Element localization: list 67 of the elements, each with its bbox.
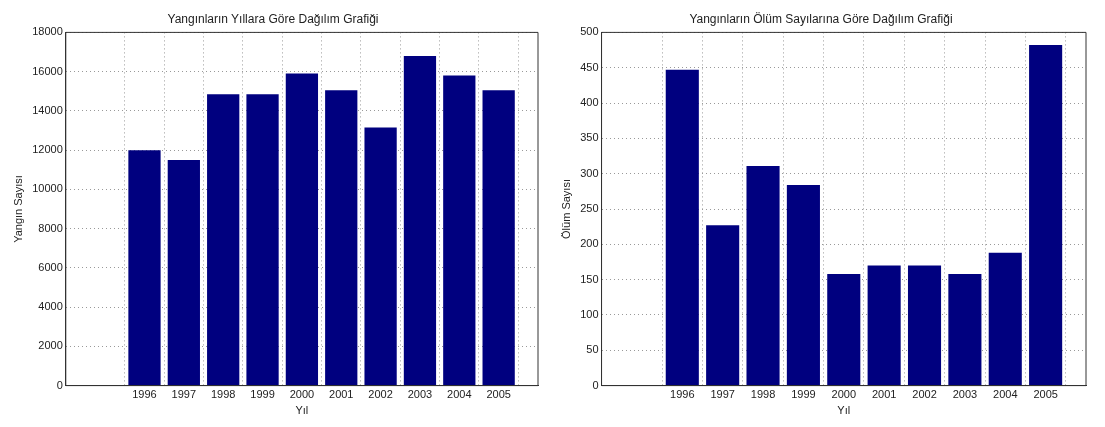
y-tick-label: 150 xyxy=(580,272,599,285)
bar xyxy=(746,165,780,386)
bar xyxy=(482,90,515,386)
x-tick-label: 1997 xyxy=(171,388,197,401)
x-tick-label: 1998 xyxy=(750,388,776,401)
bar xyxy=(364,127,397,386)
bar xyxy=(325,90,358,386)
x-tick-label: 1996 xyxy=(132,388,157,401)
x-axis-title: Yıl xyxy=(837,404,851,417)
y-tick-label: 0 xyxy=(56,378,63,391)
bar xyxy=(827,273,861,386)
y-tick-label: 6000 xyxy=(38,260,63,273)
x-tick-label: 2001 xyxy=(329,388,354,401)
x-tick-label: 2000 xyxy=(831,388,857,401)
x-tick-label: 1997 xyxy=(710,388,735,401)
x-tick-label: 2004 xyxy=(447,388,472,401)
y-tick-label: 200 xyxy=(580,237,599,250)
bar xyxy=(285,73,319,386)
bar xyxy=(403,55,437,386)
x-axis-title: Yıl xyxy=(295,404,309,417)
y-tick-label: 100 xyxy=(580,307,599,320)
y-tick-label: 16000 xyxy=(32,64,63,77)
x-tick-label: 1996 xyxy=(670,388,695,401)
x-tick-label: 1999 xyxy=(791,388,816,401)
bar xyxy=(988,252,1022,386)
y-tick-label: 8000 xyxy=(38,221,63,234)
y-tick-label: 50 xyxy=(586,343,599,356)
x-tick-label: 2000 xyxy=(289,388,315,401)
bar xyxy=(246,94,279,386)
x-tick-label: 2003 xyxy=(407,388,433,401)
bar xyxy=(665,69,699,386)
bar xyxy=(443,75,476,386)
bar xyxy=(907,265,942,386)
y-tick-label: 350 xyxy=(580,131,599,144)
chart-title: Yangınların Yıllara Göre Dağılım Grafiği xyxy=(167,11,379,26)
y-tick-label: 2000 xyxy=(38,339,63,352)
y-tick-label: 250 xyxy=(580,202,599,215)
bar xyxy=(706,225,740,386)
x-tick-label: 2002 xyxy=(368,388,393,401)
y-tick-label: 4000 xyxy=(38,300,63,313)
y-tick-label: 14000 xyxy=(32,103,63,116)
bar xyxy=(948,273,982,386)
x-tick-label: 2004 xyxy=(993,388,1018,401)
bar xyxy=(786,184,820,386)
y-tick-label: 10000 xyxy=(32,182,63,195)
x-tick-label: 1999 xyxy=(250,388,275,401)
y-tick-label: 500 xyxy=(580,25,599,38)
y-tick-label: 0 xyxy=(592,378,599,391)
bar xyxy=(1029,45,1063,386)
bar xyxy=(207,94,240,386)
y-tick-label: 18000 xyxy=(32,25,63,38)
y-axis-title: Ölüm Sayısı xyxy=(559,179,572,239)
bar xyxy=(167,159,200,386)
x-tick-label: 2002 xyxy=(912,388,937,401)
bar xyxy=(867,265,901,386)
y-tick-label: 400 xyxy=(580,96,599,109)
chart-title: Yangınların Ölüm Sayılarına Göre Dağılım Grafiği xyxy=(689,11,953,26)
y-tick-label: 450 xyxy=(580,60,599,73)
bar xyxy=(128,150,161,386)
x-tick-label: 2001 xyxy=(871,388,897,401)
x-tick-label: 2005 xyxy=(1033,388,1058,401)
y-axis-title: Yangın Sayısı xyxy=(11,175,24,243)
y-tick-label: 12000 xyxy=(32,143,63,156)
x-tick-label: 1998 xyxy=(210,388,236,401)
x-tick-label: 2005 xyxy=(486,388,511,401)
y-tick-label: 300 xyxy=(580,166,599,179)
x-tick-label: 2003 xyxy=(952,388,978,401)
